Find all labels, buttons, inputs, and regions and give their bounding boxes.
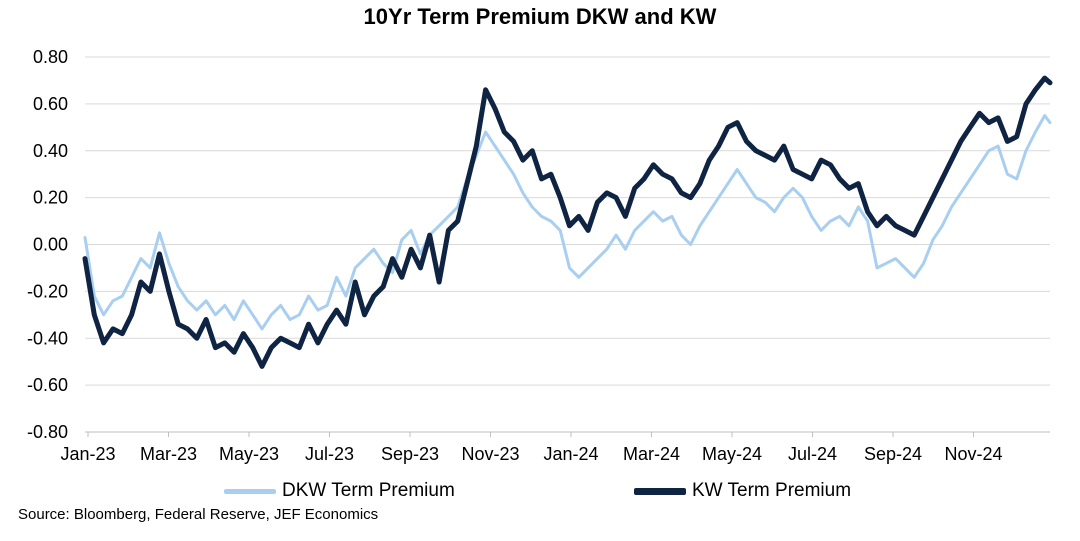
y-tick-label: 0.20 — [33, 188, 68, 208]
y-tick-label: 0.00 — [33, 235, 68, 255]
y-tick-label: -0.80 — [27, 422, 68, 442]
x-tick-label: Jan-24 — [543, 444, 598, 464]
y-tick-label: 0.60 — [33, 94, 68, 114]
legend-item-kw: KW Term Premium — [634, 480, 851, 502]
y-tick-label: 0.40 — [33, 141, 68, 161]
legend: DKW Term Premium KW Term Premium — [0, 480, 1080, 504]
y-axis-ticks: 0.80 0.60 0.40 0.20 0.00 -0.20 -0.40 -0.60 -0.80 — [27, 47, 68, 442]
y-tick-label: -0.40 — [27, 328, 68, 348]
legend-label-dkw: DKW Term Premium — [282, 480, 455, 501]
x-tick-label: May-23 — [219, 444, 279, 464]
line-chart: 0.80 0.60 0.40 0.20 0.00 -0.20 -0.40 -0.60 -0.80… — [27, 47, 1053, 464]
x-tick-label: Sep-23 — [381, 444, 439, 464]
legend-swatch-kw — [634, 487, 686, 495]
x-tick-label: Jul-23 — [305, 444, 354, 464]
x-tick-label: Nov-24 — [944, 444, 1002, 464]
legend-item-dkw: DKW Term Premium — [224, 480, 455, 502]
source-note: Source: Bloomberg, Federal Reserve, JEF … — [18, 506, 379, 523]
x-tick-label: Mar-23 — [140, 444, 197, 464]
x-axis-ticks: Jan-23 Mar-23 May-23 Jul-23 Sep-23 Nov-23 Jan-… — [60, 432, 1003, 464]
kw-series-line — [82, 75, 1053, 369]
x-tick-label: Sep-24 — [864, 444, 922, 464]
dkw-series-line — [83, 114, 1052, 331]
x-tick-label: Jan-23 — [60, 444, 115, 464]
series-layer — [82, 75, 1053, 369]
x-tick-label: Mar-24 — [623, 444, 680, 464]
x-tick-label: Nov-23 — [461, 444, 519, 464]
chart-title: 10Yr Term Premium DKW and KW — [363, 4, 717, 29]
legend-swatch-dkw — [224, 488, 276, 494]
x-tick-label: May-24 — [702, 444, 762, 464]
y-tick-label: -0.20 — [27, 281, 68, 301]
y-tick-label: -0.60 — [27, 375, 68, 395]
gridlines — [85, 56, 1050, 433]
legend-label-kw: KW Term Premium — [692, 480, 852, 501]
y-tick-label: 0.80 — [33, 47, 68, 67]
x-tick-label: Jul-24 — [788, 444, 837, 464]
